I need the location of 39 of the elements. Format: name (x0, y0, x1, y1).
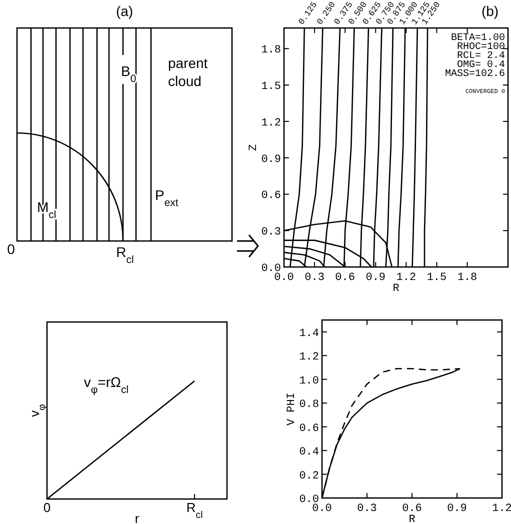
y-tick-label: 0.4 (299, 446, 320, 459)
y-tick-label: 0.8 (299, 399, 319, 412)
x-tick-label: 0.9 (366, 272, 386, 284)
x-tick-label: 0.6 (402, 503, 422, 515)
x-axis-title: R (392, 283, 400, 295)
text: 0 (7, 241, 16, 257)
y-axis-title: V PHI (286, 392, 298, 426)
x-tick-label: 0.0 (312, 503, 332, 515)
chart-title: (b) (481, 3, 499, 19)
y-tick-label: 0.9 (261, 154, 281, 166)
y-tick-label: 1.4 (299, 328, 320, 340)
y-tick-label: 1.2 (299, 352, 319, 364)
y-tick-label: 1.0 (299, 375, 319, 388)
x-tick-label: 0.6 (335, 272, 355, 284)
x-tick-label: 1.2 (492, 503, 511, 515)
y-tick-label: 1.5 (261, 81, 281, 94)
text: (a) (116, 3, 134, 19)
text: parent cloud (168, 55, 208, 89)
text: P$_{ext}$ (155, 187, 178, 209)
x-tick-label: 1.8 (457, 272, 478, 284)
y-tick-label: 0.6 (299, 422, 319, 435)
x-tick-label: R$_{cl}$ (186, 500, 203, 520)
y-tick-label: 1.2 (261, 117, 281, 130)
x-tick-label: 0 (43, 500, 51, 515)
x-tick-label: 1.2 (396, 272, 416, 284)
text: R$_{cl}$ (116, 244, 134, 266)
y-tick-label: 1.8 (261, 44, 281, 57)
x-tick-label: 0.0 (274, 272, 294, 284)
x-axis-title: R (408, 514, 416, 524)
y-axis-title: Z (248, 144, 260, 151)
x-tick-label: 0.3 (357, 503, 377, 515)
x-tick-label: 1.5 (426, 272, 447, 284)
x-tick-label: 0.9 (447, 503, 467, 515)
y-tick-label: 0.3 (261, 226, 281, 239)
annotation: MASS=102.6 (444, 69, 505, 80)
y-tick-label: 0.2 (299, 470, 319, 482)
y-tick-label: 0.6 (261, 190, 281, 202)
annotation: v$_{φ}$=rΩ$_{cl}$ (84, 374, 129, 396)
x-axis-title: r (134, 511, 140, 524)
